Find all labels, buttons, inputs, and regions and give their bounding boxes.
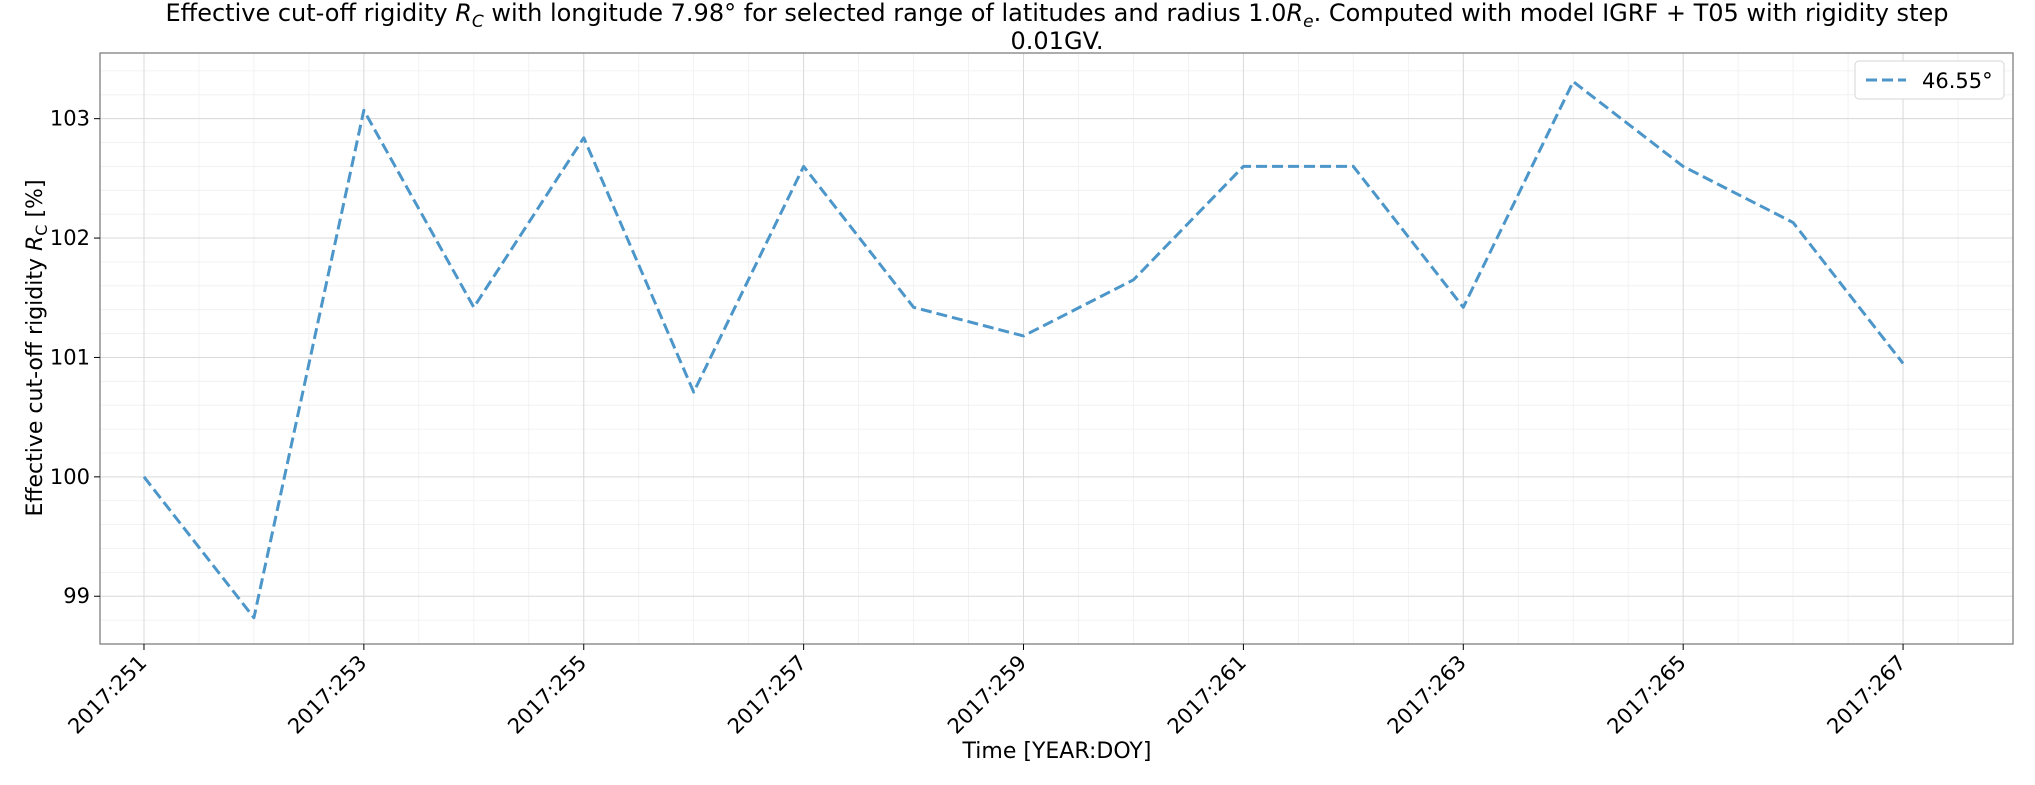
x-tick-label: 2017:259 [943,651,1031,739]
x-tick-label: 2017:253 [283,651,371,739]
major-grid [100,53,2013,644]
x-tick-label: 2017:263 [1383,651,1471,739]
y-tick-label: 99 [63,584,90,608]
series-line-0 [142,80,1905,620]
chart-title-line-2: 0.01GV. [1011,27,1104,55]
x-axis-label: Time [YEAR:DOY] [962,739,1152,764]
legend: 46.55° [1854,60,2005,100]
y-tick-label: 103 [50,107,90,131]
x-tick-label: 2017:257 [723,651,811,739]
legend-box [1854,60,2005,100]
x-tick-label: 2017:267 [1822,651,1910,739]
y-tick-label: 100 [50,465,90,489]
x-axis: 2017:251 2017:253 2017:255 2017:257 2017:259… [63,644,1911,739]
x-tick-label: 2017:265 [1603,651,1691,739]
legend-label: 46.55° [1922,69,1993,93]
plot-frame [99,52,2014,645]
x-tick-label: 2017:251 [63,651,151,739]
y-axis-label: Effective cut-off rigidity RC [%] [23,179,51,516]
y-tick-label: 101 [50,345,90,369]
y-axis: 99 100 101 102 103 [50,107,100,608]
plot-background [100,53,2013,644]
series-layer [142,80,1905,620]
x-tick-label: 2017:255 [503,651,591,739]
chart-title-line-1: Effective cut-off rigidity RC with longi… [166,0,1949,32]
y-tick-label: 102 [50,226,90,250]
x-tick-label: 2017:261 [1163,651,1251,739]
